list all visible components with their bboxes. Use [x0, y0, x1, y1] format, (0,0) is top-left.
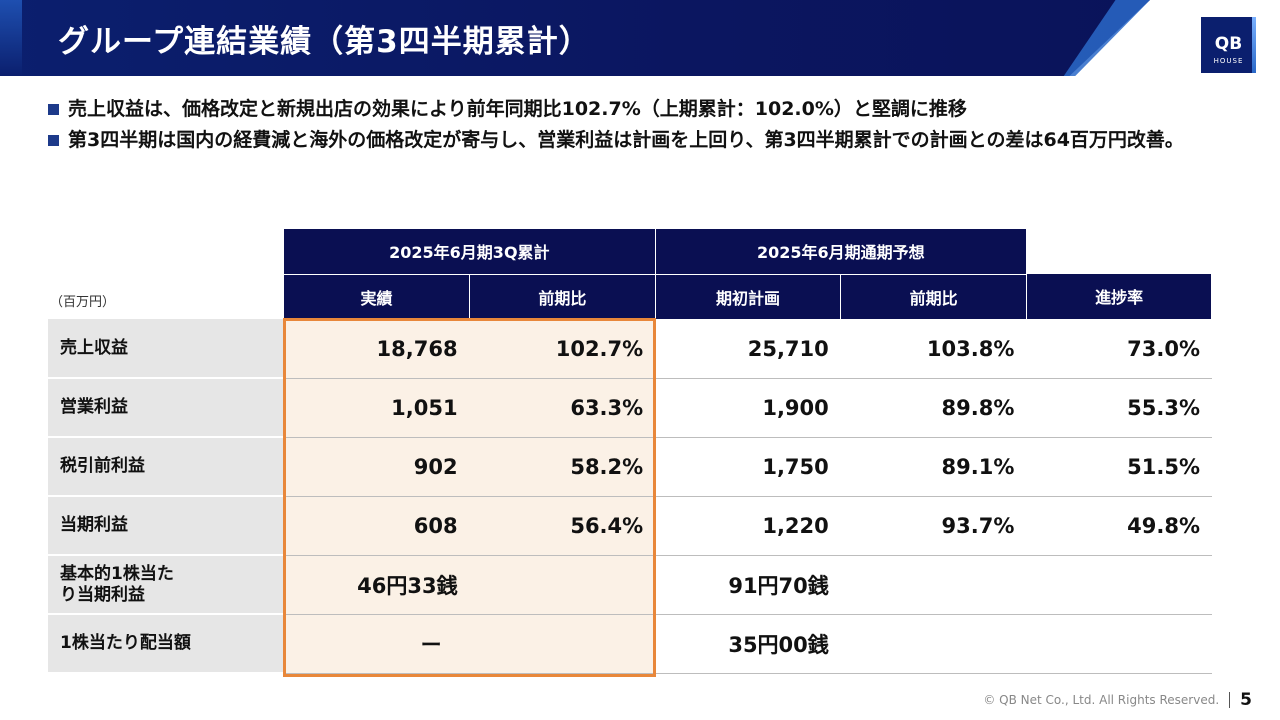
group-header-forecast: 2025年6月期通期予想: [655, 229, 1027, 275]
cell-yoy: [469, 614, 656, 674]
table-row: 売上収益 18,768 102.7% 25,710 103.8% 73.0%: [48, 319, 1212, 379]
logo-edge: [1252, 17, 1256, 73]
cell-plan: 91円70銭: [655, 555, 841, 615]
row-label: 税引前利益: [48, 437, 284, 497]
cell-plan: 1,900: [655, 378, 841, 438]
cell-plan: 1,220: [655, 496, 841, 556]
cell-progress: 49.8%: [1026, 496, 1212, 556]
col-header-progress: 進捗率: [1026, 274, 1213, 320]
row-label: 売上収益: [48, 319, 284, 379]
header-banner: [0, 0, 1150, 76]
table-row: 1株当たり配当額 ー 35円00銭: [48, 614, 1212, 674]
cell-actual: 18,768: [284, 319, 470, 379]
cell-plan-yoy: 103.8%: [840, 319, 1027, 379]
cell-yoy: 58.2%: [469, 437, 656, 497]
page-number: 5: [1240, 690, 1252, 710]
col-header-actual: 実績: [284, 274, 471, 320]
cell-plan: 35円00銭: [655, 614, 841, 674]
cell-plan: 25,710: [655, 319, 841, 379]
header-blank: [1026, 229, 1212, 274]
header-blank: [48, 274, 284, 319]
results-table: 2025年6月期3Q累計 2025年6月期通期予想 実績 前期比 期初計画 前期…: [48, 229, 1213, 674]
row-label: 基本的1株当たり当期利益: [48, 555, 284, 615]
cell-yoy: [469, 555, 656, 615]
copyright: © QB Net Co., Ltd. All Rights Reserved.: [983, 693, 1220, 707]
bullet-item: 売上収益は、価格改定と新規出店の効果により前年同期比102.7%（上期累計：10…: [48, 94, 1198, 125]
footer-separator: [1229, 692, 1231, 708]
table-row: 税引前利益 902 58.2% 1,750 89.1% 51.5%: [48, 437, 1212, 497]
page-title: グループ連結業績（第3四半期累計）: [58, 24, 591, 60]
cell-plan-yoy: [840, 555, 1027, 615]
table-row: 基本的1株当たり当期利益 46円33銭 91円70銭: [48, 555, 1212, 615]
cell-plan: 1,750: [655, 437, 841, 497]
cell-plan-yoy: 89.8%: [840, 378, 1027, 438]
row-label: 当期利益: [48, 496, 284, 556]
cell-plan-yoy: [840, 614, 1027, 674]
cell-actual: 902: [284, 437, 470, 497]
footer: © QB Net Co., Ltd. All Rights Reserved. …: [983, 690, 1252, 710]
cell-yoy: 56.4%: [469, 496, 656, 556]
cell-progress: 55.3%: [1026, 378, 1212, 438]
cell-plan-yoy: 93.7%: [840, 496, 1027, 556]
cell-yoy: 63.3%: [469, 378, 656, 438]
table-row: 当期利益 608 56.4% 1,220 93.7% 49.8%: [48, 496, 1212, 556]
header-blank: [48, 229, 284, 274]
cell-yoy: 102.7%: [469, 319, 656, 379]
cell-progress: [1026, 614, 1212, 674]
bullet-text: 第3四半期は国内の経費減と海外の価格改定が寄与し、営業利益は計画を上回り、第3四…: [68, 129, 1184, 151]
unit-label: （百万円）: [50, 295, 116, 310]
qb-house-logo: QB HOUSE: [1201, 17, 1256, 73]
group-header-3q: 2025年6月期3Q累計: [284, 229, 656, 275]
square-bullet-icon: [48, 135, 59, 146]
square-bullet-icon: [48, 104, 59, 115]
logo-sub-text: HOUSE: [1213, 57, 1244, 65]
cell-actual: 46円33銭: [284, 555, 470, 615]
bullet-text: 売上収益は、価格改定と新規出店の効果により前年同期比102.7%（上期累計：10…: [68, 98, 967, 120]
col-header-initial-plan: 期初計画: [655, 274, 842, 320]
row-label: 1株当たり配当額: [48, 614, 284, 674]
col-header-plan-yoy: 前期比: [840, 274, 1027, 320]
cell-progress: [1026, 555, 1212, 615]
cell-actual: 1,051: [284, 378, 470, 438]
row-label: 営業利益: [48, 378, 284, 438]
cell-progress: 73.0%: [1026, 319, 1212, 379]
cell-plan-yoy: 89.1%: [840, 437, 1027, 497]
logo-main-text: QB: [1214, 34, 1243, 54]
cell-progress: 51.5%: [1026, 437, 1212, 497]
header-left-accent: [0, 0, 22, 76]
bullet-item: 第3四半期は国内の経費減と海外の価格改定が寄与し、営業利益は計画を上回り、第3四…: [48, 125, 1198, 156]
summary-bullets: 売上収益は、価格改定と新規出店の効果により前年同期比102.7%（上期累計：10…: [48, 94, 1198, 156]
table-row: 営業利益 1,051 63.3% 1,900 89.8% 55.3%: [48, 378, 1212, 438]
cell-actual: ー: [284, 614, 470, 674]
col-header-yoy: 前期比: [469, 274, 656, 320]
cell-actual: 608: [284, 496, 470, 556]
